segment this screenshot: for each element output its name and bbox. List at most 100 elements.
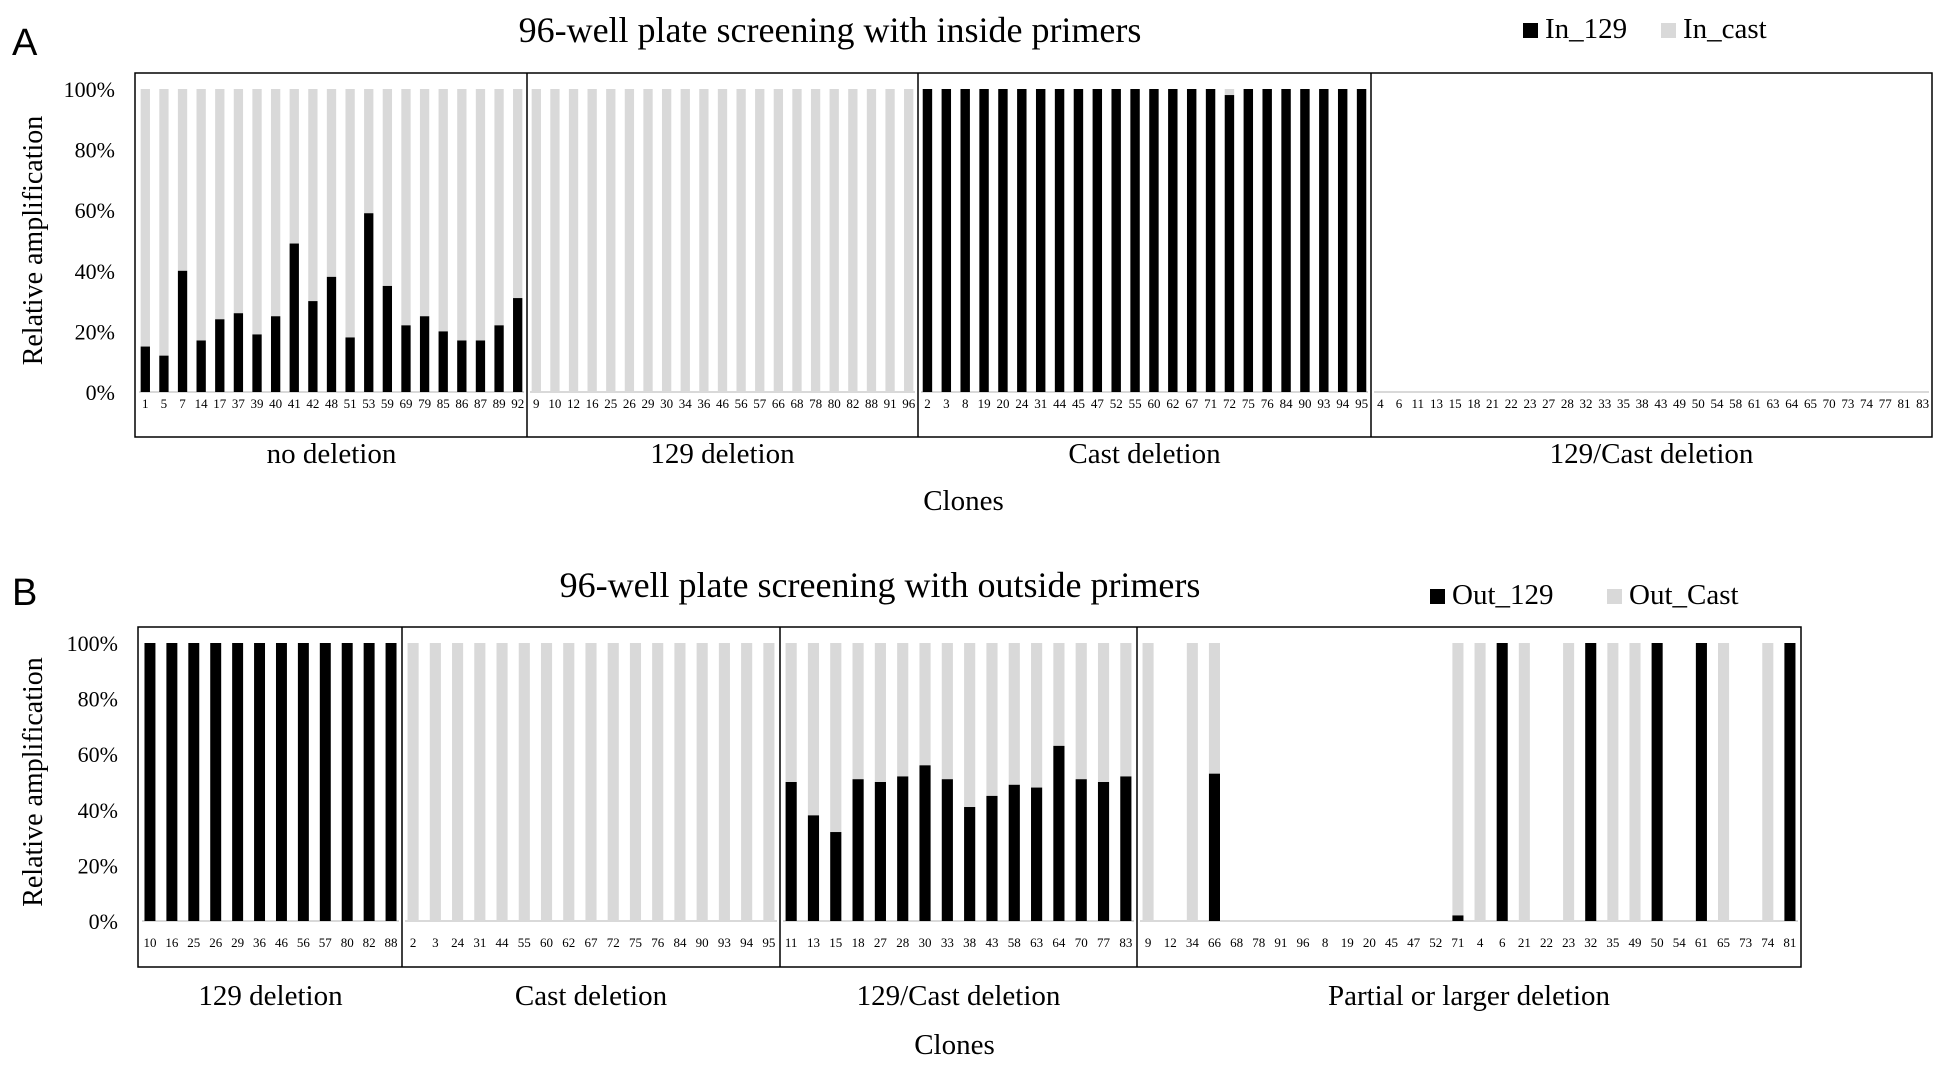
- panel-b-bar-out-cast: [518, 643, 530, 921]
- panel-b-x-tick-label: 46: [275, 935, 289, 950]
- panel-b-x-tick-label: 45: [1385, 935, 1398, 950]
- panel-b-x-tick-label: 64: [1052, 935, 1066, 950]
- panel-a-x-tick-label: 5: [161, 396, 168, 411]
- panel-b-x-tick-label: 70: [1075, 935, 1088, 950]
- panel-b-bar-out-cast: [852, 643, 864, 780]
- panel-b-bar-out-cast: [1186, 643, 1198, 921]
- panel-b-bar-out-cast: [1008, 643, 1020, 785]
- panel-a-bar-in-129: [1017, 89, 1027, 392]
- panel-a-x-tick-label: 6: [1396, 396, 1403, 411]
- panel-a-bar-in-cast: [513, 89, 523, 299]
- panel-a-x-tick-label: 1: [142, 396, 149, 411]
- panel-a-legend-swatch-1: [1523, 23, 1538, 38]
- panel-a-x-tick-label: 89: [493, 396, 506, 411]
- panel-a-x-tick-label: 29: [642, 396, 655, 411]
- panel-a-bar-in-129: [1356, 89, 1367, 392]
- panel-b-x-tick-label: 66: [1208, 935, 1222, 950]
- panel-a-x-tick-label: 14: [195, 396, 209, 411]
- panel-b-bar-out-129: [1452, 915, 1464, 921]
- panel-b-bar-out-129: [1496, 643, 1508, 921]
- panel-a-bar-in-cast: [810, 89, 821, 392]
- panel-b-x-tick-label: 88: [385, 935, 398, 950]
- panel-b-group-label: 129 deletion: [198, 980, 343, 1012]
- panel-b-x-tick-label: 32: [1584, 935, 1597, 950]
- panel-b-bar-out-cast: [941, 643, 953, 780]
- panel-a-bar-in-cast: [419, 89, 430, 317]
- panel-b-x-tick-label: 4: [1477, 935, 1484, 950]
- panel-b-x-tick-label: 2: [410, 935, 417, 950]
- panel-a-x-tick-label: 64: [1785, 396, 1799, 411]
- panel-a-x-tick-label: 33: [1598, 396, 1611, 411]
- panel-a-x-tick-label: 37: [232, 396, 246, 411]
- panel-b-bar-out-cast: [830, 643, 842, 833]
- panel-a-bar-in-cast: [401, 89, 411, 326]
- panel-b-bar-out-129: [1784, 643, 1796, 921]
- panel-a-bar-in-cast: [550, 89, 560, 392]
- panel-a-bar-in-cast: [904, 89, 914, 392]
- panel-b-bar-out-129: [986, 795, 998, 921]
- panel-b-bar-out-cast: [540, 643, 553, 921]
- panel-a-letter: A: [12, 22, 38, 64]
- panel-b-bar-out-129: [232, 643, 244, 921]
- panel-b-x-tick-label: 13: [807, 935, 820, 950]
- panel-b-bar-out-cast: [1075, 643, 1087, 780]
- panel-a-bar-in-cast: [457, 89, 467, 341]
- panel-a-x-tick-label: 67: [1185, 396, 1199, 411]
- panel-b-x-tick-label: 10: [143, 935, 156, 950]
- panel-a-x-tick-label: 26: [623, 396, 637, 411]
- panel-b-letter: B: [12, 572, 37, 614]
- panel-b-x-tick-label: 52: [1429, 935, 1442, 950]
- panel-a-bar-in-cast: [848, 89, 858, 392]
- panel-a-bar-in-cast: [568, 89, 579, 392]
- panel-a-bar-in-129: [215, 319, 225, 392]
- panel-a-bar-in-cast: [624, 89, 635, 392]
- panel-a-bar-in-cast: [773, 89, 784, 392]
- panel-b-bar-out-129: [254, 643, 266, 921]
- panel-b-group-label: Partial or larger deletion: [1328, 980, 1611, 1012]
- panel-a-y-tick-label: 60%: [75, 198, 115, 223]
- panel-a-x-tick-label: 55: [1129, 396, 1142, 411]
- panel-b-x-tick-label: 65: [1717, 935, 1730, 950]
- panel-a-x-tick-label: 80: [828, 396, 841, 411]
- panel-b-bar-out-cast: [1208, 643, 1220, 774]
- panel-a-bar-in-cast: [215, 89, 225, 320]
- panel-a-y-tick-label: 80%: [75, 138, 115, 163]
- panel-a-x-tick-label: 45: [1072, 396, 1085, 411]
- panel-a-bar-in-129: [1111, 89, 1121, 392]
- panel-b-x-tick-label: 55: [518, 935, 531, 950]
- panel-a-bar-in-cast: [326, 89, 337, 277]
- panel-a-title: 96-well plate screening with inside prim…: [519, 10, 1142, 50]
- panel-a-bar-in-cast: [252, 89, 262, 335]
- panel-a-x-tick-label: 87: [474, 396, 488, 411]
- panel-b-bar-out-cast: [741, 643, 753, 921]
- panel-b-x-tick-label: 21: [1518, 935, 1531, 950]
- panel-b-bar-out-129: [919, 765, 931, 921]
- panel-a-bar-in-129: [1186, 89, 1197, 392]
- panel-b-x-tick-label: 11: [785, 935, 798, 950]
- panel-a-bar-in-129: [364, 213, 374, 392]
- panel-a-bar-in-cast: [475, 89, 486, 341]
- panel-b-bar-out-129: [1008, 784, 1020, 921]
- panel-a-x-tick-label: 4: [1377, 396, 1384, 411]
- panel-b-x-tick-label: 27: [874, 935, 888, 950]
- panel-a-x-tick-label: 22: [1505, 396, 1518, 411]
- panel-a-bar-in-129: [1205, 89, 1216, 392]
- panel-a-x-tick-label: 95: [1355, 396, 1368, 411]
- panel-a-x-tick-label: 16: [586, 396, 600, 411]
- panel-b-x-tick-label: 9: [1145, 935, 1152, 950]
- panel-a-group-label: 129/Cast deletion: [1550, 438, 1754, 470]
- panel-a-bar-in-129: [979, 89, 989, 392]
- panel-b-x-tick-label: 3: [432, 935, 439, 950]
- panel-b-x-tick-label: 76: [651, 935, 665, 950]
- panel-a-x-tick-label: 94: [1336, 396, 1350, 411]
- panel-b-x-tick-label: 91: [1274, 935, 1287, 950]
- panel-a-bar-in-129: [345, 337, 355, 392]
- panel-b-x-tick-label: 25: [187, 935, 200, 950]
- panel-a-bar-in-129: [1054, 89, 1065, 392]
- panel-a-x-tick-label: 18: [1467, 396, 1480, 411]
- panel-a-legend-label-2: In_cast: [1683, 13, 1767, 45]
- panel-a-bar-in-cast: [233, 89, 244, 314]
- panel-a-x-tick-label: 60: [1147, 396, 1160, 411]
- panel-b-y-tick-label: 20%: [78, 853, 118, 878]
- panel-b-bar-out-cast: [807, 643, 820, 816]
